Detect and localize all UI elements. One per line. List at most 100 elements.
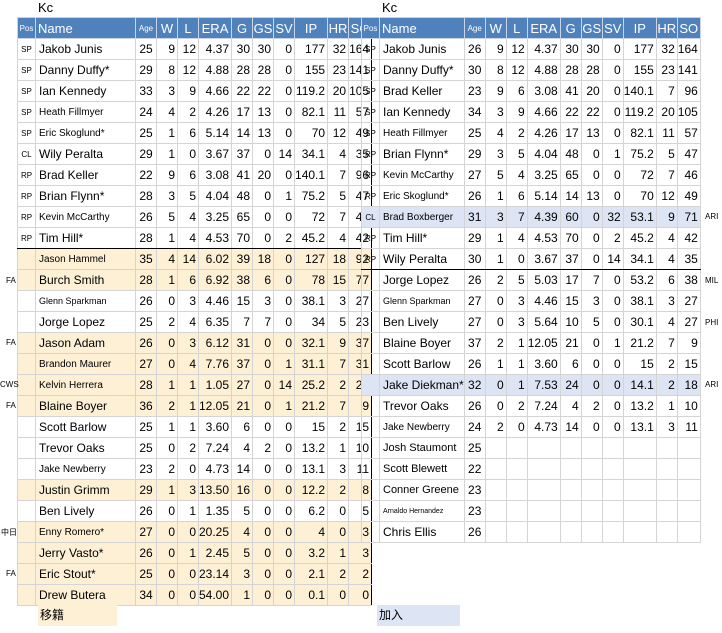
cell-age: 26 [135, 332, 157, 354]
cell-gs: 0 [252, 542, 275, 564]
cell-age: 25 [135, 437, 157, 459]
cell-age: 23 [135, 458, 157, 480]
roster-row: Chris Ellis 26 [361, 521, 701, 543]
cell-gs: 3 [580, 290, 603, 312]
note-chunichi: 中日 [1, 528, 17, 537]
cell-gs: 2 [252, 437, 275, 459]
cell-pos [17, 269, 36, 291]
cell-sv: 0 [273, 437, 296, 459]
cell-gs: 0 [252, 185, 275, 207]
cell-w: 0 [484, 395, 507, 417]
roster-row: Trevor Oaks 25 0 2 7.24 4 2 0 13.2 1 10 [17, 437, 373, 459]
cell-pos [17, 290, 36, 312]
col-header-w: W [484, 17, 507, 39]
cell-hr: 9 [327, 332, 350, 354]
cell-g: 37 [231, 143, 254, 165]
roster-row: Eric Stout* 25 0 0 23.14 3 0 0 2.1 2 2 [17, 563, 373, 585]
cell-name: Jake Newberry [379, 416, 465, 438]
cell-l: 12 [505, 59, 528, 81]
cell-sv: 0 [273, 500, 296, 522]
cell-w: 1 [484, 353, 507, 375]
cell-w: 9 [484, 80, 507, 102]
cell-l [505, 479, 528, 501]
cell-ip: 70 [622, 185, 657, 207]
cell-g: 17 [559, 269, 582, 291]
cell-g: 30 [559, 38, 582, 60]
cell-gs [580, 500, 603, 522]
cell-g: 22 [559, 101, 582, 123]
roster-row: Jake Newberry 24 2 0 4.73 14 0 0 13.1 3 11 [361, 416, 701, 438]
cell-name: Jason Adam [35, 332, 136, 354]
cell-w: 3 [484, 101, 507, 123]
cell-l [505, 458, 528, 480]
cell-name: Brad Keller [35, 164, 136, 186]
cell-pos: SP [361, 80, 380, 102]
cell-g: 24 [559, 374, 582, 396]
cell-age: 23 [463, 479, 486, 501]
left-title: Kc [38, 0, 54, 15]
cell-name: Scott Barlow [379, 353, 465, 375]
cell-pos: SP [17, 59, 36, 81]
cell-g: 31 [231, 332, 254, 354]
cell-gs: 7 [252, 311, 275, 333]
cell-pos: RP [361, 143, 380, 165]
cell-ip: 34 [294, 311, 329, 333]
roster-row: SP Jakob Junis 25 9 12 4.37 30 30 0 177 32 164 [17, 38, 373, 60]
col-header-name: Name [35, 17, 136, 39]
cell-w: 4 [156, 101, 178, 123]
cell-l: 5 [505, 143, 528, 165]
cell-g [559, 500, 582, 522]
cell-sv: 0 [273, 311, 296, 333]
cell-ip: 177 [622, 38, 657, 60]
cell-g: 37 [231, 353, 254, 375]
cell-age: 29 [463, 227, 486, 249]
cell-era: 3.67 [197, 143, 233, 165]
cell-pos: SP [361, 38, 380, 60]
cell-pos: RP [361, 185, 380, 207]
cell-ip: 34.1 [622, 248, 657, 270]
cell-era: 2.45 [197, 542, 233, 564]
cell-g: 17 [559, 122, 582, 144]
cell-era: 4.66 [197, 80, 233, 102]
col-header-era: ERA [197, 17, 233, 39]
cell-gs: 5 [580, 311, 603, 333]
cell-w: 0 [156, 437, 178, 459]
cell-g [559, 458, 582, 480]
note-fa: FA [6, 401, 16, 410]
cell-so [676, 500, 701, 522]
cell-so: 35 [676, 248, 701, 270]
cell-w [484, 500, 507, 522]
cell-ip: 70 [294, 122, 329, 144]
cell-hr: 0 [327, 584, 350, 606]
cell-hr: 4 [655, 227, 678, 249]
roster-row: Jorge Lopez 25 2 4 6.35 7 7 0 34 5 23 [17, 311, 373, 333]
cell-age: 28 [135, 227, 157, 249]
cell-hr: 2 [655, 353, 678, 375]
col-header-hr: HR [327, 17, 350, 39]
cell-pos [17, 374, 36, 396]
cell-age: 24 [463, 416, 486, 438]
cell-w: 1 [156, 227, 178, 249]
cell-ip [622, 479, 657, 501]
cell-l: 1 [177, 500, 199, 522]
cell-pos: SP [17, 38, 36, 60]
cell-ip: 45.2 [622, 227, 657, 249]
cell-pos [17, 416, 36, 438]
cell-sv: 0 [601, 353, 624, 375]
cell-g: 28 [231, 59, 254, 81]
cell-g: 14 [231, 458, 254, 480]
cell-sv: 1 [273, 353, 296, 375]
cell-age: 27 [135, 521, 157, 543]
cell-l: 5 [505, 269, 528, 291]
roster-row: Trevor Oaks 26 0 2 7.24 4 2 0 13.2 1 10 [361, 395, 701, 417]
cell-ip: 13.2 [622, 395, 657, 417]
cell-name: Enny Romero* [35, 521, 136, 543]
cell-name: Brad Boxberger [379, 206, 465, 228]
cell-ip: 75.2 [294, 185, 329, 207]
cell-l: 1 [177, 542, 199, 564]
cell-pos [17, 521, 36, 543]
cell-hr: 23 [327, 59, 350, 81]
cell-age: 26 [135, 206, 157, 228]
right-roster-body: SP Jakob Junis 26 9 12 4.37 30 30 0 177 32 164 SP Dan… [361, 38, 701, 543]
roster-row: Ben Lively 26 0 1 1.35 5 0 0 6.2 0 5 [17, 500, 373, 522]
